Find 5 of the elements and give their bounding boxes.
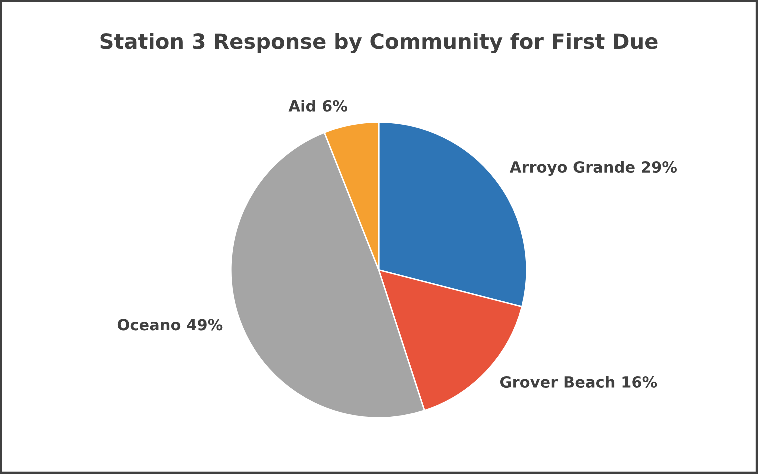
slice-label: Oceano 49% — [118, 319, 223, 331]
chart-title: Station 3 Response by Community for First Due — [100, 33, 658, 54]
slice-label: Grover Beach 16% — [500, 376, 658, 388]
slice-label: Aid 6% — [288, 100, 348, 112]
slice-label: Arroyo Grande 29% — [510, 161, 677, 176]
